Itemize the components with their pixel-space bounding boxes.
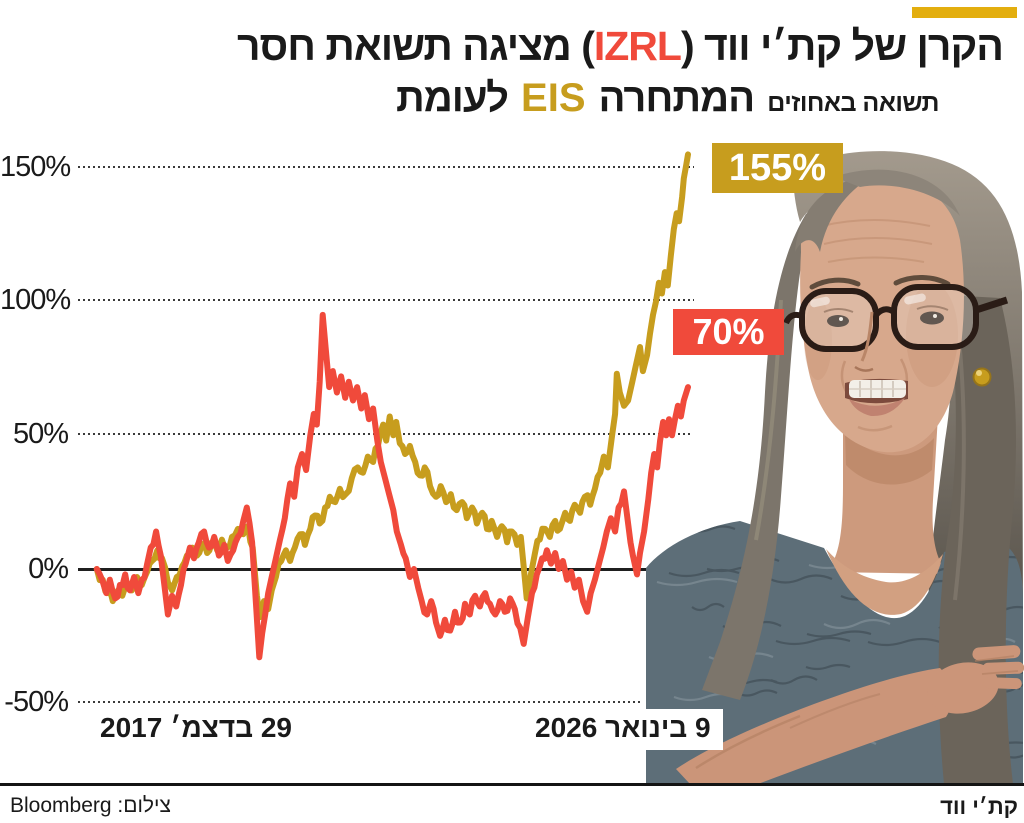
subtitle-word2: המתחרה	[598, 76, 756, 120]
y-tick-100%: 100%	[0, 284, 71, 316]
chest-skin	[826, 549, 943, 615]
eyes	[823, 305, 949, 327]
izrl-line	[93, 311, 691, 661]
page-title: הקרן של קת׳י ווד (IZRL) מציגה תשואת חסר	[13, 23, 1004, 69]
cathie-wood-photo	[646, 151, 1024, 784]
photo-credit: צילום: Bloomberg	[10, 794, 171, 817]
earring	[972, 367, 992, 387]
gridline-150%	[78, 166, 694, 168]
chart-units-note: תשואה באחוזים	[767, 89, 939, 117]
title-text-pre: הקרן של קת׳י ווד (	[680, 23, 1004, 69]
accent-bar	[912, 7, 1017, 18]
forehead-wrinkles	[821, 219, 933, 263]
title-text-post: ) מציגה תשואת חסר	[237, 23, 595, 69]
y-tick--50%: -50%	[4, 686, 69, 718]
subtitle-word1: לעומת	[396, 76, 509, 120]
y-tick-50%: 50%	[12, 418, 69, 450]
footer-divider	[0, 783, 1024, 786]
photo-caption: קת׳י ווד	[940, 794, 1018, 819]
y-tick-0%: 0%	[28, 553, 69, 585]
hair-fringe	[795, 176, 872, 252]
ticker-izrl: IZRL	[593, 23, 682, 69]
arm	[676, 645, 1024, 784]
eis-value-badge: 155%	[712, 143, 843, 193]
eis-line	[93, 151, 691, 621]
nose	[860, 311, 874, 362]
hair-strand-left	[702, 214, 819, 700]
mouth	[845, 378, 908, 417]
izrl-value-badge: 70%	[673, 309, 784, 355]
x-axis-end-label: 9 בינואר 2026	[523, 709, 723, 750]
face	[800, 177, 964, 453]
hair-strand-right	[938, 295, 1016, 784]
glasses	[783, 284, 1009, 352]
x-axis-start-label: 29 בדצמ׳ 2017	[100, 712, 292, 743]
eyebrows	[809, 275, 951, 290]
gridline--50%	[78, 701, 642, 703]
gridline-100%	[78, 299, 694, 301]
ticker-eis: EIS	[521, 76, 586, 120]
page-subtitle: לעומת EIS המתחרה תשואה באחוזים	[396, 76, 939, 121]
y-tick-150%: 150%	[0, 151, 71, 183]
gridline-0%	[78, 568, 648, 571]
